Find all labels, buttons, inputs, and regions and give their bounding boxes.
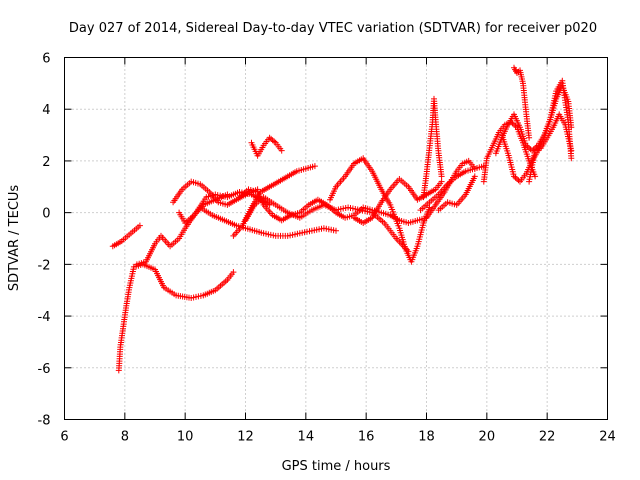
- data-point-markers: [133, 191, 231, 268]
- series-pass-m: [420, 95, 445, 201]
- series-pass-p: [435, 173, 478, 214]
- x-tick-label: 8: [121, 430, 129, 445]
- data-point-markers: [423, 157, 478, 221]
- series-pass-o: [423, 157, 478, 221]
- x-tick-label: 20: [479, 430, 496, 445]
- chart-title: Day 027 of 2014, Sidereal Day-to-day VTE…: [69, 21, 597, 36]
- data-point-markers: [435, 173, 478, 214]
- plot-frame: [64, 57, 608, 420]
- series-pass-j: [242, 194, 412, 255]
- grid-lines: [64, 57, 608, 420]
- data-point-markers: [109, 222, 143, 250]
- data-point-markers: [248, 134, 285, 159]
- series-pass-u: [526, 111, 575, 185]
- y-tick-label: 0: [42, 207, 50, 222]
- series-pass-a: [109, 222, 143, 250]
- series-pass-h: [248, 134, 285, 159]
- y-tick-label: -2: [38, 258, 51, 273]
- series-pass-t: [498, 77, 575, 185]
- data-point-markers: [242, 194, 412, 255]
- data-point-markers: [420, 95, 445, 201]
- y-tick-label: 2: [42, 155, 50, 170]
- data-point-markers: [511, 64, 533, 141]
- x-tick-label: 12: [237, 430, 254, 445]
- data-point-markers: [526, 111, 575, 185]
- x-tick-label: 6: [60, 430, 68, 445]
- x-tick-label: 24: [599, 430, 616, 445]
- x-tick-label: 22: [539, 430, 556, 445]
- x-tick-label: 18: [418, 430, 435, 445]
- y-tick-label: -8: [38, 414, 51, 429]
- x-tick-label: 16: [358, 430, 375, 445]
- y-tick-label: 4: [42, 103, 50, 118]
- series-pass-b: [115, 261, 237, 374]
- y-tick-label: 6: [42, 52, 50, 67]
- x-axis-label: GPS time / hours: [282, 459, 391, 474]
- data-point-markers: [115, 261, 237, 374]
- y-tick-label: -4: [38, 310, 51, 325]
- series-pass-s: [511, 64, 533, 141]
- x-tick-label: 14: [298, 430, 315, 445]
- data-markers: [109, 64, 575, 374]
- y-axis-label: SDTVAR / TECUs: [7, 185, 22, 292]
- series-pass-c: [133, 191, 231, 268]
- y-tick-label: -6: [38, 362, 51, 377]
- x-tick-label: 10: [177, 430, 194, 445]
- data-point-markers: [498, 77, 575, 185]
